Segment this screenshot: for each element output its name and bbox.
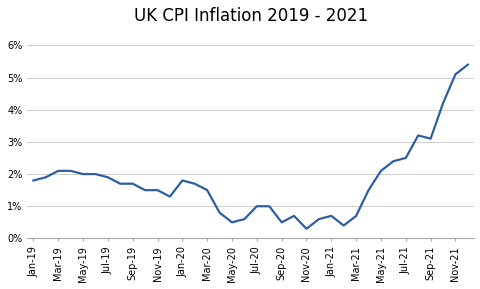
Title: UK CPI Inflation 2019 - 2021: UK CPI Inflation 2019 - 2021 <box>133 7 367 25</box>
